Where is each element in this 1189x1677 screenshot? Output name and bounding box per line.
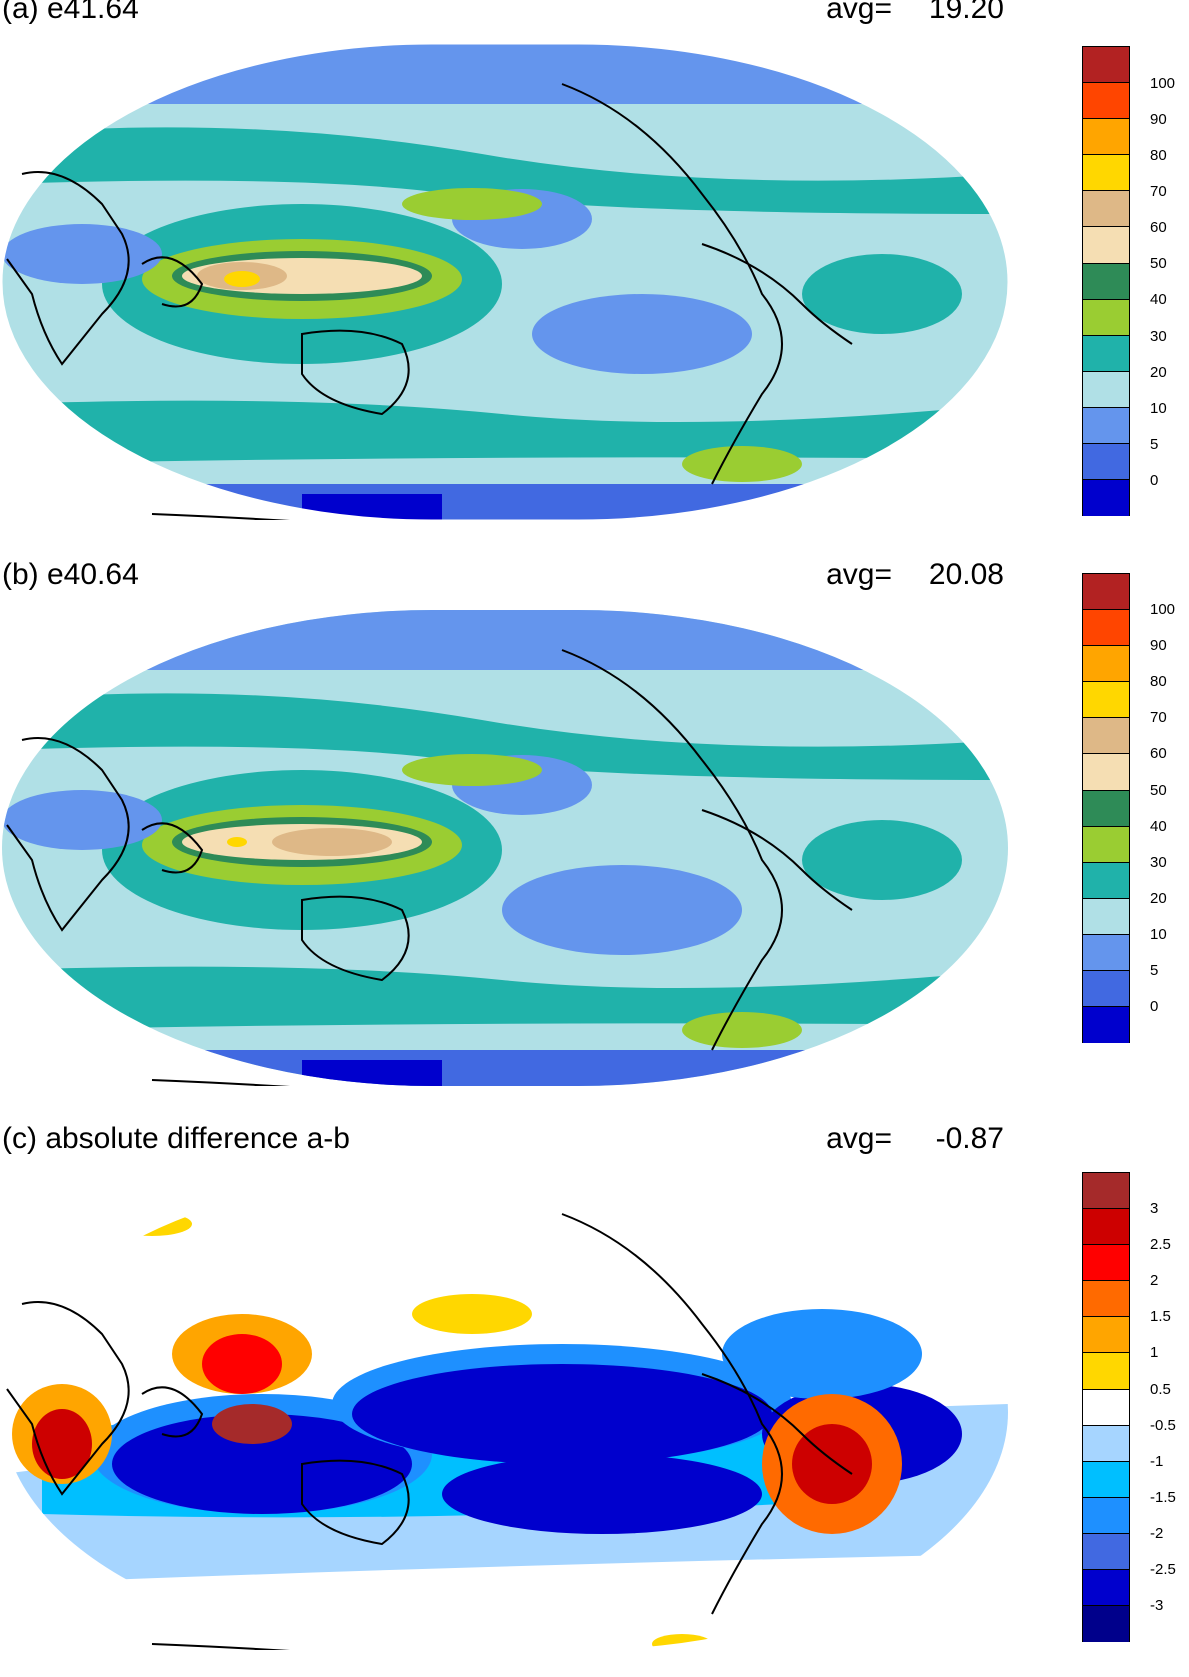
panel-c-cbar-label: 2: [1150, 1272, 1159, 1289]
panel-c-cbar-label: 3: [1150, 1200, 1159, 1217]
panel-b-cbar-label: 50: [1150, 782, 1167, 799]
panel-b-cbar-label: 0: [1150, 998, 1159, 1015]
panel-a-map: [2, 44, 1008, 520]
panel-a-cbar-label: 30: [1150, 328, 1167, 345]
panel-a-cbar-label: 40: [1150, 291, 1167, 308]
panel-c-cbar-label: -2.5: [1150, 1561, 1176, 1578]
panel-b-cbar-label: 80: [1150, 673, 1167, 690]
coastlines: [6, 83, 853, 520]
panel-c-avg-value: -0.87: [935, 1122, 1004, 1155]
panel-c-cbar-label: -1.5: [1150, 1489, 1176, 1506]
panel-c-title: (c) absolute difference a-b: [2, 1122, 350, 1155]
panel-a-avg-label: avg=: [826, 0, 892, 25]
panel-a-cbar-label: 60: [1150, 219, 1167, 236]
panel-b-cbar-label: 40: [1150, 818, 1167, 835]
panel-a-cbar-label: 50: [1150, 255, 1167, 272]
panel-a-cbar-label: 80: [1150, 147, 1167, 164]
panel-c-colorbar: [1082, 1172, 1130, 1643]
panel-c-cbar-label: -3: [1150, 1597, 1164, 1614]
panel-a-cbar-label: 90: [1150, 111, 1167, 128]
panel-c-map: [2, 1174, 1008, 1650]
panel-a-cbar-label: 20: [1150, 364, 1167, 381]
panel-b-title: (b) e40.64: [2, 558, 139, 591]
coastlines: [6, 649, 853, 1086]
panel-a-cbar-label: 5: [1150, 436, 1159, 453]
panel-b-cbar-label: 5: [1150, 962, 1159, 979]
panel-b-cbar-label: 10: [1150, 926, 1167, 943]
panel-c-cbar-label: 1.5: [1150, 1308, 1171, 1325]
panel-a-cbar-label: 100: [1150, 75, 1176, 92]
panel-b-cbar-label: 90: [1150, 637, 1167, 654]
panel-c-cbar-label: 1: [1150, 1344, 1159, 1361]
panel-b-cbar-label: 30: [1150, 854, 1167, 871]
panel-a-cbar-label: 10: [1150, 400, 1167, 417]
panel-c-cbar-label: -0.5: [1150, 1417, 1176, 1434]
panel-c-avg-label: avg=: [826, 1122, 892, 1155]
panel-b-cbar-label: 20: [1150, 890, 1167, 907]
panel-a-avg-value: 19.20: [928, 0, 1004, 25]
panel-c-cbar-label: 0.5: [1150, 1381, 1171, 1398]
panel-a-cbar-label: 0: [1150, 472, 1159, 489]
panel-b-avg-value: 20.08: [928, 558, 1004, 591]
coastlines: [6, 1213, 853, 1650]
panel-a-colorbar: [1082, 46, 1130, 517]
panel-c-cbar-label: -2: [1150, 1525, 1164, 1542]
panel-b-colorbar: [1082, 573, 1130, 1044]
panel-b-cbar-label: 60: [1150, 745, 1167, 762]
panel-b-cbar-label: 70: [1150, 709, 1167, 726]
panel-b-avg-label: avg=: [826, 558, 892, 591]
panel-b-cbar-label: 100: [1150, 601, 1176, 618]
panel-b-map: [2, 610, 1008, 1086]
panel-a-cbar-label: 70: [1150, 183, 1167, 200]
panel-c-cbar-label: -1: [1150, 1453, 1164, 1470]
panel-a-title: (a) e41.64: [2, 0, 139, 25]
panel-c-cbar-label: 2.5: [1150, 1236, 1171, 1253]
